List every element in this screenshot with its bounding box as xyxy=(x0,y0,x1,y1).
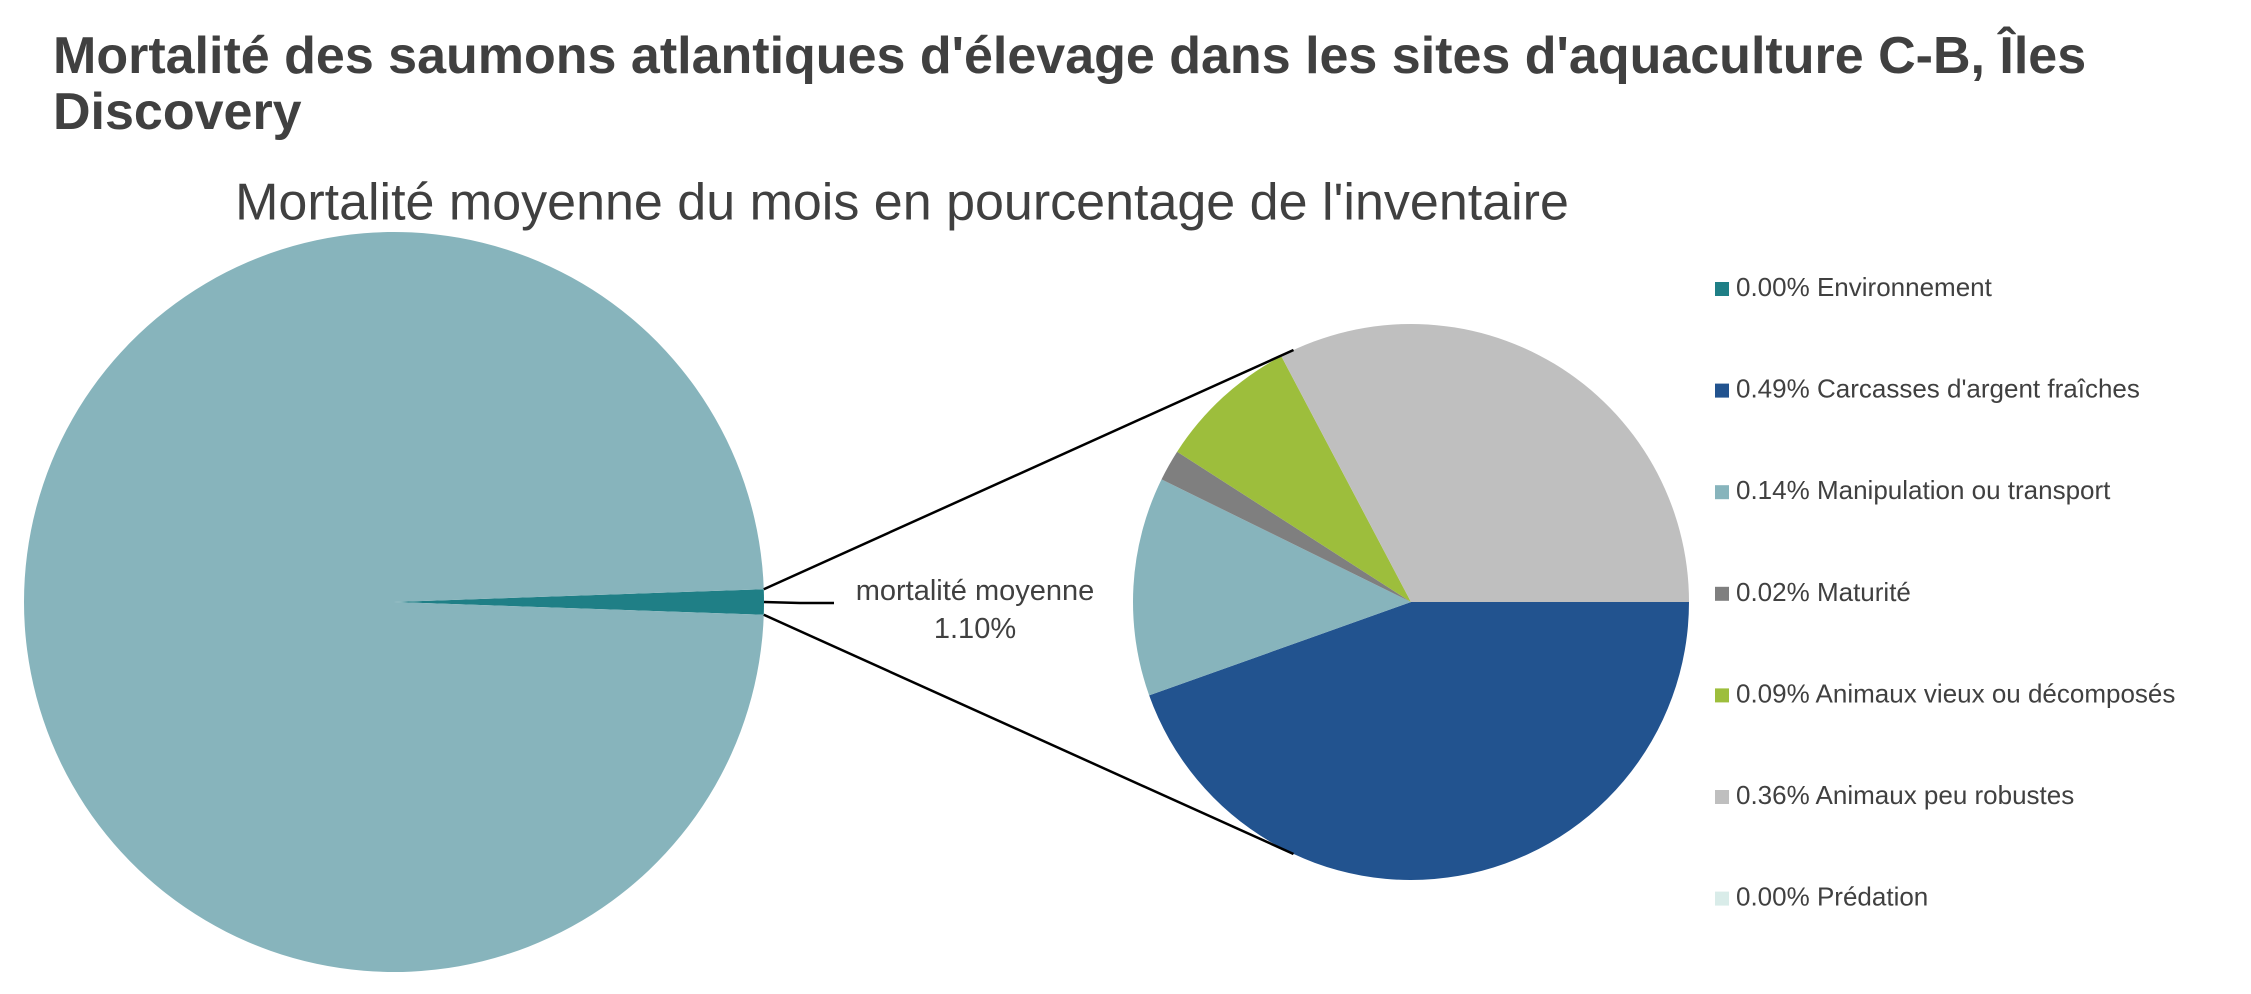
legend-entry: 0.02% Maturité xyxy=(1736,577,1911,607)
pie-slice xyxy=(23,231,764,973)
legend-label: Prédation xyxy=(1817,881,1928,911)
legend-label: Carcasses d'argent fraîches xyxy=(1817,373,2140,403)
legend-swatch xyxy=(1715,688,1729,703)
legend-label: Animaux vieux ou décomposés xyxy=(1816,678,2176,708)
legend-value: 0.14% xyxy=(1736,475,1810,505)
connector-line xyxy=(763,348,1295,591)
legend-swatch xyxy=(1715,790,1729,804)
legend-value: 0.02% xyxy=(1736,577,1810,607)
data-label: mortalité moyenne 1.10% xyxy=(856,575,1095,645)
legend-entry: 0.00% Environnement xyxy=(1736,272,1993,302)
legend-label: Manipulation ou transport xyxy=(1817,475,2111,505)
legend-label: Animaux peu robustes xyxy=(1816,780,2075,810)
pie-slice xyxy=(1177,356,1411,602)
legend-value: 0.36% xyxy=(1736,780,1810,810)
legend-swatch xyxy=(1715,383,1729,398)
legend-entry: 0.49% Carcasses d'argent fraîches xyxy=(1736,373,2140,403)
connector-line xyxy=(763,613,1295,856)
pie-slice xyxy=(1133,479,1411,696)
leader-line xyxy=(763,600,834,605)
legend-entry: 0.09% Animaux vieux ou décomposés xyxy=(1736,678,2175,708)
pie-slice xyxy=(1149,602,1689,881)
legend-swatch xyxy=(1715,891,1729,906)
legend-value: 0.00% xyxy=(1736,272,1810,302)
legend-label: Environnement xyxy=(1817,272,1993,302)
pie-slice xyxy=(1281,324,1689,602)
legend-entry: 0.36% Animaux peu robustes xyxy=(1736,780,2074,810)
data-label-category: mortalité moyenne xyxy=(856,575,1095,607)
data-label-value: 1.10% xyxy=(934,613,1016,645)
chart-title: Mortalité des saumons atlantiques d'élev… xyxy=(53,27,2087,141)
legend-value: 0.09% xyxy=(1736,678,1810,708)
legend-swatch xyxy=(1715,282,1729,296)
chart-subtitle: Mortalité moyenne du mois en pourcentage… xyxy=(235,174,1569,232)
legend-swatch xyxy=(1715,586,1729,601)
pie-slice xyxy=(394,589,764,615)
pie-slice xyxy=(1161,451,1411,602)
legend-value: 0.49% xyxy=(1736,373,1810,403)
legend-entry: 0.00% Prédation xyxy=(1736,881,1928,911)
legend-entry: 0.14% Manipulation ou transport xyxy=(1736,475,2111,505)
legend-label: Maturité xyxy=(1817,577,1911,607)
legend-swatch xyxy=(1715,485,1729,500)
legend-value: 0.00% xyxy=(1736,881,1810,911)
